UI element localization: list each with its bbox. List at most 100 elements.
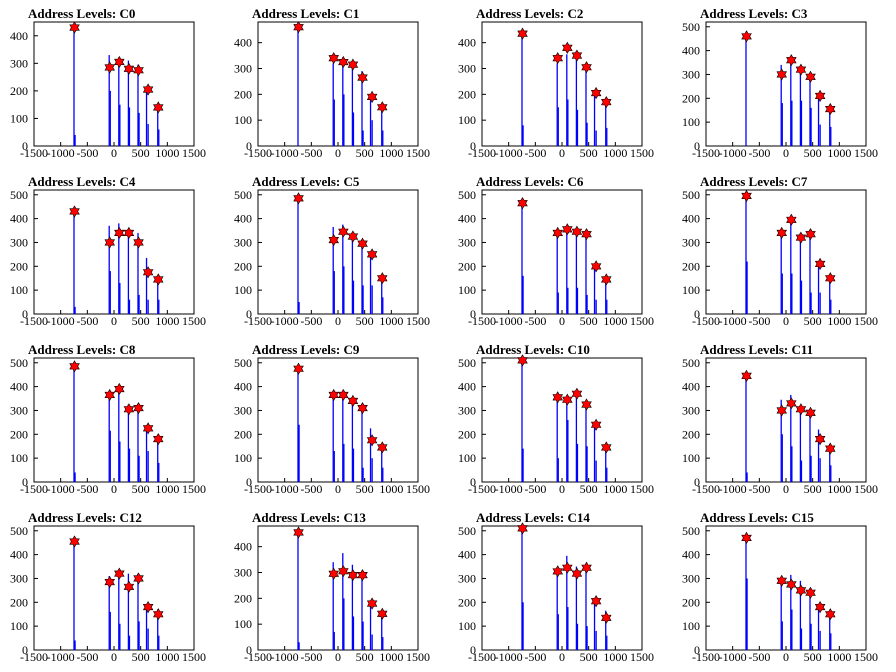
peak-marker (824, 442, 836, 455)
peak-marker (741, 531, 752, 544)
y-tick-label: 100 (458, 113, 476, 127)
y-tick-label: 300 (10, 56, 28, 70)
plot-frame (257, 21, 419, 147)
peak-marker (517, 522, 528, 535)
x-tick-label: -1000 (495, 146, 523, 160)
chart-panel: Address Levels: C30100200300400500-1500-… (682, 6, 878, 160)
y-tick-label: 100 (458, 451, 476, 465)
peak-marker (69, 205, 80, 218)
x-tick-label: -500 (748, 482, 770, 496)
peak-marker (114, 567, 125, 580)
peak-marker (590, 86, 602, 100)
x-tick-label: 1500 (182, 314, 206, 328)
x-tick-label: 1500 (182, 650, 206, 664)
x-tick-label: 1500 (630, 146, 654, 160)
y-tick-label: 300 (234, 403, 252, 417)
y-tick-label: 300 (682, 235, 700, 249)
y-tick-label: 500 (682, 188, 700, 202)
x-tick-label: 1000 (379, 482, 403, 496)
x-tick-label: -500 (524, 482, 546, 496)
y-tick-label: 0 (470, 475, 476, 489)
peak-marker (776, 68, 788, 81)
x-tick-label: 1000 (155, 146, 179, 160)
y-tick-label: 400 (234, 212, 252, 226)
y-tick-label: 300 (234, 62, 252, 76)
peak-marker (104, 61, 116, 74)
peak-marker (600, 273, 612, 286)
y-tick-label: 300 (682, 571, 700, 585)
peak-marker (366, 434, 378, 447)
chart-panel: Address Levels: C90100200300400500-1500-… (234, 342, 430, 496)
x-tick-label: -1000 (47, 314, 75, 328)
y-tick-label: 200 (682, 91, 700, 105)
peak-marker (814, 601, 826, 614)
x-tick-label: -1000 (719, 482, 747, 496)
peak-marker (114, 55, 125, 69)
x-tick-label: 500 (580, 146, 598, 160)
y-tick-label: 200 (458, 595, 476, 609)
x-tick-label: 0 (111, 146, 117, 160)
chart-panel: Address Levels: C0 0 100 200 300 400 -1500-100… (10, 6, 206, 160)
x-tick-label: -500 (300, 314, 322, 328)
x-tick-label: 500 (132, 482, 150, 496)
peak-marker (814, 433, 826, 446)
x-tick-label: -500 (76, 650, 98, 664)
peak-marker (581, 61, 592, 74)
y-tick-label: 300 (10, 235, 28, 249)
x-tick-label: 1500 (854, 146, 878, 160)
x-tick-label: -1500 (692, 146, 720, 160)
y-tick-label: 100 (682, 619, 700, 633)
x-tick-label: -500 (76, 314, 98, 328)
x-tick-label: 1500 (406, 482, 430, 496)
chart-panel: Address Levels: C40100200300400500-1500-… (10, 174, 206, 328)
plot-frame (481, 525, 643, 651)
peak-marker (741, 189, 752, 203)
x-tick-label: 500 (580, 650, 598, 664)
plot-frame (705, 21, 867, 147)
x-tick-label: -500 (524, 650, 546, 664)
y-tick-label: 400 (682, 44, 700, 58)
peak-marker (69, 21, 80, 34)
y-tick-label: 0 (22, 307, 28, 321)
chart-title: Address Levels: C4 (28, 174, 136, 189)
y-tick-label: 0 (22, 643, 28, 657)
x-tick-label: -500 (748, 314, 770, 328)
x-tick-label: 0 (783, 650, 789, 664)
x-tick-label: 1500 (630, 314, 654, 328)
y-tick-label: 500 (682, 20, 700, 34)
chart-title: Address Levels: C10 (476, 342, 590, 357)
peak-marker (562, 561, 573, 574)
x-tick-label: 0 (111, 482, 117, 496)
peak-marker (571, 567, 583, 580)
x-tick-label: -500 (76, 482, 98, 496)
chart-title: Address Levels: C8 (28, 342, 136, 357)
chart-panel: Address Levels: C80100200300400500-1500-… (10, 342, 206, 496)
y-tick-label: 500 (682, 356, 700, 370)
x-tick-label: -500 (76, 146, 98, 160)
y-tick-label: 100 (234, 113, 252, 127)
peak-marker (366, 90, 378, 103)
y-tick-label: 100 (10, 111, 28, 125)
y-tick-label: 100 (458, 283, 476, 297)
peak-marker (152, 101, 164, 114)
peak-marker (338, 565, 349, 578)
peak-marker (776, 404, 788, 417)
peak-marker (824, 608, 836, 621)
x-tick-label: -500 (524, 146, 546, 160)
peak-marker (805, 586, 816, 599)
y-tick-label: 100 (682, 451, 700, 465)
y-tick-label: 400 (10, 380, 28, 394)
x-tick-label: 0 (111, 650, 117, 664)
peak-marker (328, 52, 340, 65)
chart-title: Address Levels: C5 (252, 174, 360, 189)
peak-marker (376, 101, 388, 114)
y-tick-label: 0 (694, 307, 700, 321)
y-tick-label: 200 (682, 595, 700, 609)
peak-marker (338, 55, 349, 69)
peak-marker (590, 260, 602, 273)
peak-marker (562, 41, 573, 54)
y-tick-label: 100 (234, 617, 252, 631)
peak-marker (776, 226, 788, 239)
plot-frame (705, 189, 867, 315)
peak-marker (357, 237, 368, 250)
